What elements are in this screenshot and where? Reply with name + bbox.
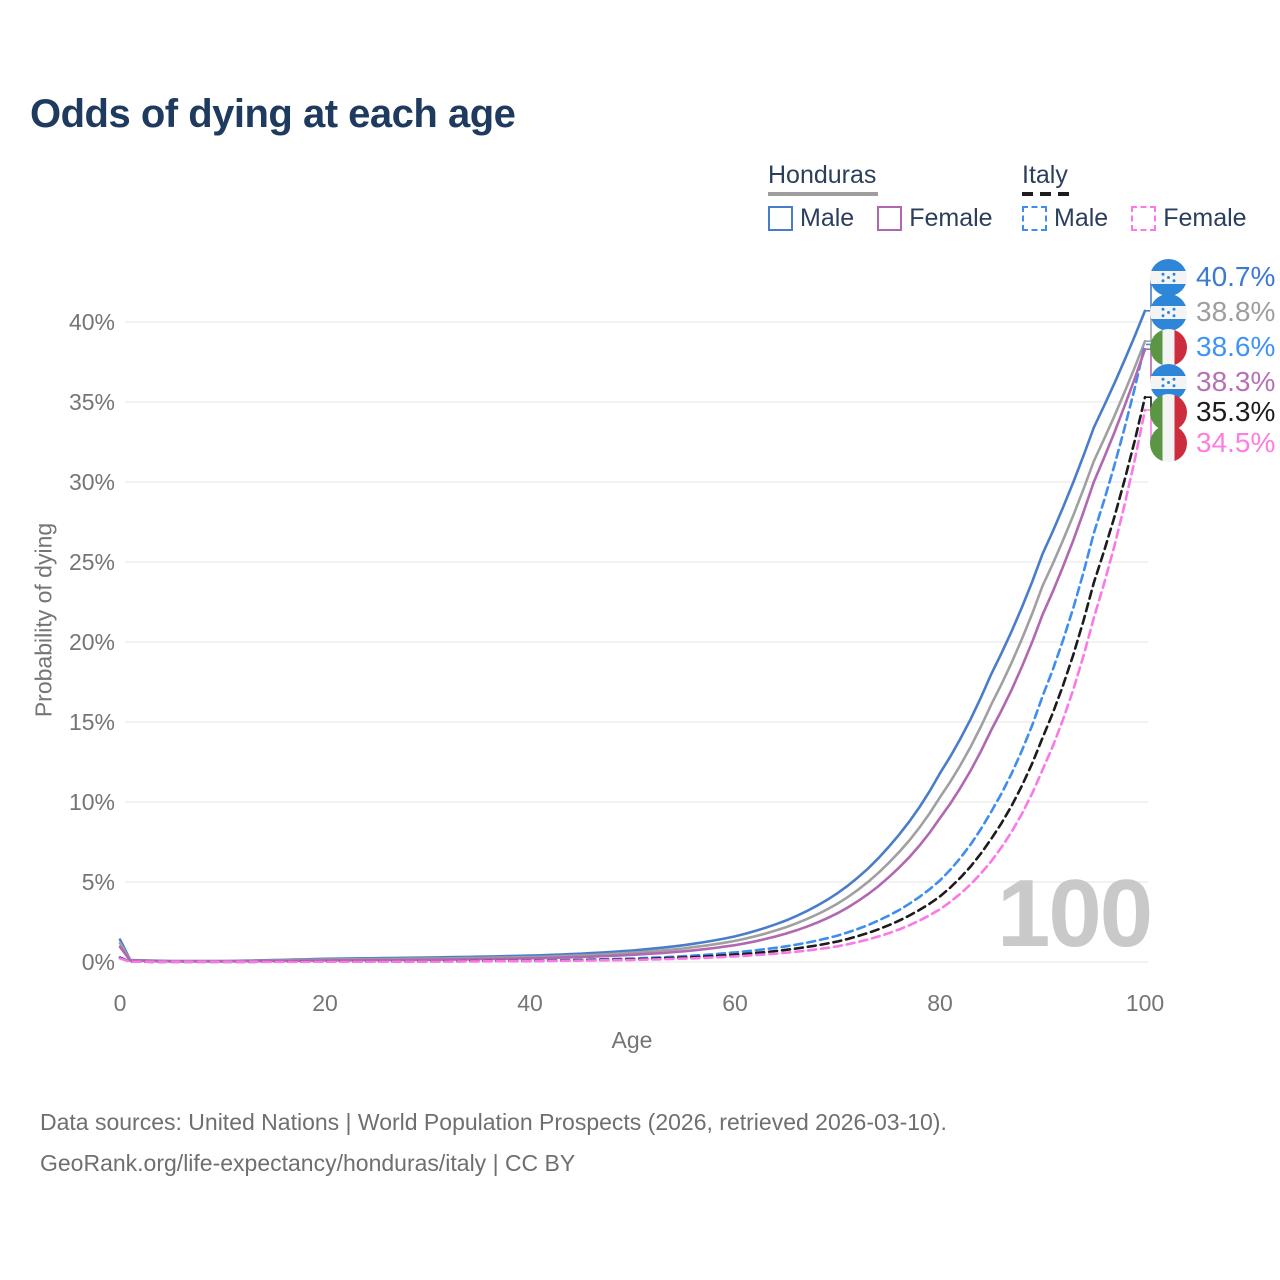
italy-flag-icon — [1150, 393, 1187, 431]
italy-flag-icon — [1150, 328, 1187, 366]
age-counter-watermark: 100 — [997, 860, 1153, 967]
end-label-value: 34.5% — [1196, 427, 1276, 458]
legend-item-italy-male[interactable]: Male — [1022, 204, 1108, 233]
honduras-female-swatch-icon — [877, 206, 903, 231]
y-tick-label: 25% — [68, 549, 115, 575]
end-label-value: 38.3% — [1196, 366, 1276, 397]
end-label-italy-male: 38.6% — [1150, 328, 1275, 366]
x-tick-label: 0 — [113, 990, 127, 1016]
x-tick-label: 20 — [312, 990, 338, 1016]
legend-item-label: Male — [1054, 204, 1109, 232]
x-axis-title: Age — [611, 1027, 653, 1053]
end-label-value: 40.7% — [1196, 261, 1276, 292]
x-tick-label: 80 — [927, 990, 953, 1016]
y-tick-label: 40% — [68, 309, 115, 335]
legend-underline-italy — [1022, 192, 1070, 196]
y-tick-label: 10% — [68, 789, 115, 815]
legend-group-italy-name: Italy — [1022, 161, 1068, 189]
y-tick-label: 5% — [81, 869, 115, 895]
footer-attribution-link[interactable]: GeoRank.org/life-expectancy/honduras/ita… — [40, 1150, 576, 1176]
footer-data-sources: Data sources: United Nations | World Pop… — [40, 1109, 947, 1135]
legend-underline-honduras — [768, 192, 878, 196]
end-label-value: 38.6% — [1196, 331, 1276, 362]
end-label-honduras-male: 40.7% — [1150, 258, 1275, 296]
x-tick-label: 60 — [722, 990, 748, 1016]
end-label-value: 35.3% — [1196, 396, 1276, 427]
italy-male-swatch-icon — [1022, 206, 1047, 231]
footer: Data sources: United Nations | World Pop… — [40, 1102, 947, 1184]
honduras-male-swatch-icon — [768, 206, 793, 231]
legend-items-honduras: Male Female — [768, 204, 993, 233]
y-tick-label: 35% — [68, 389, 115, 415]
legend-item-label: Male — [800, 204, 855, 232]
legend-item-honduras-female[interactable]: Female — [877, 204, 993, 233]
honduras-stars — [1161, 307, 1176, 317]
legend-group-honduras-name: Honduras — [768, 161, 877, 189]
end-label-italy-total: 35.3% — [1150, 393, 1275, 431]
line-italy-male[interactable] — [118, 343, 1147, 964]
honduras-flag-icon — [1150, 258, 1187, 296]
italy-flag-icon — [1150, 424, 1187, 462]
line-honduras-female[interactable] — [118, 347, 1147, 963]
honduras-stars — [1161, 272, 1176, 282]
honduras-flag-icon — [1150, 293, 1187, 331]
y-axis-title: Probability of dying — [30, 522, 57, 718]
honduras-stars — [1161, 377, 1176, 387]
page-title: Odds of dying at each age — [30, 92, 516, 136]
line-italy-female[interactable] — [118, 408, 1147, 964]
legend-items-italy: Male Female — [1022, 204, 1247, 233]
line-honduras-total[interactable] — [118, 339, 1147, 963]
line-honduras-male[interactable] — [118, 309, 1147, 963]
legend-item-italy-female[interactable]: Female — [1131, 204, 1247, 233]
legend-item-label: Female — [909, 204, 993, 232]
legend-item-honduras-male[interactable]: Male — [768, 204, 854, 233]
legend-item-label: Female — [1163, 204, 1247, 232]
end-label-italy-female: 34.5% — [1150, 424, 1275, 462]
end-label-honduras-female: 38.3% — [1150, 363, 1275, 401]
end-label-honduras-total: 38.8% — [1150, 293, 1275, 331]
y-tick-label: 30% — [68, 469, 115, 495]
end-label-value: 38.8% — [1196, 296, 1276, 327]
y-tick-label: 0% — [81, 949, 115, 975]
italy-female-swatch-icon — [1131, 206, 1157, 231]
x-tick-label: 100 — [1125, 990, 1165, 1016]
x-tick-label: 40 — [517, 990, 543, 1016]
y-tick-label: 15% — [68, 709, 115, 735]
y-tick-label: 20% — [68, 629, 115, 655]
